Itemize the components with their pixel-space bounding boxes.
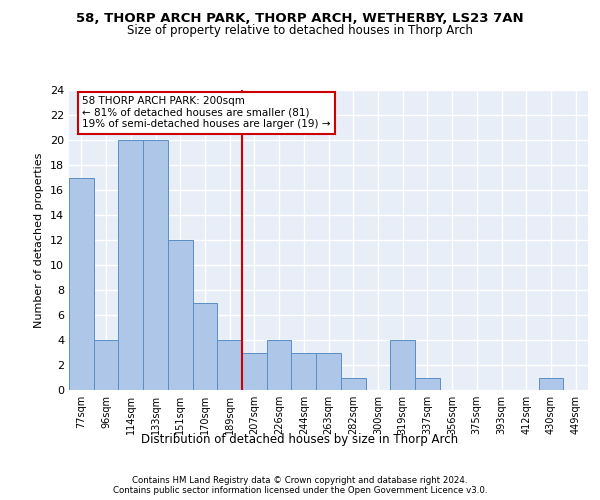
Bar [94,340,118,390]
Bar [415,378,440,390]
Bar [193,302,217,390]
Bar [292,352,316,390]
Bar [118,140,143,390]
Text: Contains HM Land Registry data © Crown copyright and database right 2024.: Contains HM Land Registry data © Crown c… [132,476,468,485]
Y-axis label: Number of detached properties: Number of detached properties [34,152,44,328]
Text: Contains public sector information licensed under the Open Government Licence v3: Contains public sector information licen… [113,486,487,495]
Text: Distribution of detached houses by size in Thorp Arch: Distribution of detached houses by size … [142,432,458,446]
Text: 58, THORP ARCH PARK, THORP ARCH, WETHERBY, LS23 7AN: 58, THORP ARCH PARK, THORP ARCH, WETHERB… [76,12,524,26]
Bar [143,140,168,390]
Bar [168,240,193,390]
Bar [341,378,365,390]
Bar [539,378,563,390]
Bar [267,340,292,390]
Bar [69,178,94,390]
Bar [316,352,341,390]
Bar [242,352,267,390]
Text: Size of property relative to detached houses in Thorp Arch: Size of property relative to detached ho… [127,24,473,37]
Bar [217,340,242,390]
Bar [390,340,415,390]
Text: 58 THORP ARCH PARK: 200sqm
← 81% of detached houses are smaller (81)
19% of semi: 58 THORP ARCH PARK: 200sqm ← 81% of deta… [82,96,331,130]
